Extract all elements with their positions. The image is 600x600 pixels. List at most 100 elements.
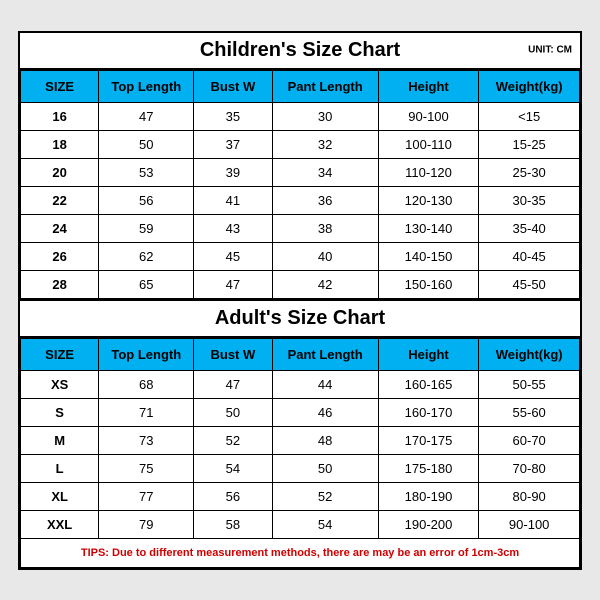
table-row: XL775652180-19080-90 [21,482,580,510]
adult-title: Adult's Size Chart [20,307,580,330]
column-header: Height [378,338,479,370]
size-cell: L [21,454,99,482]
value-cell: 35-40 [479,214,580,242]
size-cell: 28 [21,270,99,298]
value-cell: 15-25 [479,130,580,158]
value-cell: 48 [272,426,378,454]
value-cell: 54 [272,510,378,538]
size-cell: 20 [21,158,99,186]
value-cell: 70-80 [479,454,580,482]
column-header: Weight(kg) [479,70,580,102]
value-cell: 110-120 [378,158,479,186]
value-cell: 160-165 [378,370,479,398]
value-cell: 140-150 [378,242,479,270]
value-cell: 46 [272,398,378,426]
adult-table: SIZETop LengthBust WPant LengthHeightWei… [20,338,580,568]
value-cell: 40 [272,242,378,270]
table-row: 18503732100-11015-25 [21,130,580,158]
value-cell: 37 [194,130,272,158]
size-cell: 26 [21,242,99,270]
table-row: XS684744160-16550-55 [21,370,580,398]
table-row: XXL795854190-20090-100 [21,510,580,538]
size-cell: S [21,398,99,426]
value-cell: 30-35 [479,186,580,214]
column-header: Bust W [194,70,272,102]
adult-header-row: SIZETop LengthBust WPant LengthHeightWei… [21,338,580,370]
column-header: Top Length [99,338,194,370]
column-header: Bust W [194,338,272,370]
column-header: Height [378,70,479,102]
value-cell: 73 [99,426,194,454]
column-header: Top Length [99,70,194,102]
value-cell: 60-70 [479,426,580,454]
value-cell: 180-190 [378,482,479,510]
value-cell: 47 [99,102,194,130]
table-row: 20533934110-12025-30 [21,158,580,186]
value-cell: 59 [99,214,194,242]
table-row: M735248170-17560-70 [21,426,580,454]
value-cell: 52 [194,426,272,454]
table-row: 26624540140-15040-45 [21,242,580,270]
value-cell: 40-45 [479,242,580,270]
value-cell: 80-90 [479,482,580,510]
value-cell: 30 [272,102,378,130]
size-cell: 16 [21,102,99,130]
column-header: Weight(kg) [479,338,580,370]
value-cell: 35 [194,102,272,130]
value-cell: 90-100 [479,510,580,538]
value-cell: 56 [99,186,194,214]
value-cell: 39 [194,158,272,186]
column-header: SIZE [21,338,99,370]
value-cell: 47 [194,370,272,398]
value-cell: 34 [272,158,378,186]
size-cell: XXL [21,510,99,538]
value-cell: 190-200 [378,510,479,538]
value-cell: 54 [194,454,272,482]
value-cell: <15 [479,102,580,130]
children-title: Children's Size Chart [20,39,580,62]
value-cell: 62 [99,242,194,270]
table-row: 22564136120-13030-35 [21,186,580,214]
value-cell: 90-100 [378,102,479,130]
value-cell: 44 [272,370,378,398]
value-cell: 41 [194,186,272,214]
value-cell: 68 [99,370,194,398]
value-cell: 75 [99,454,194,482]
value-cell: 55-60 [479,398,580,426]
size-chart-container: Children's Size Chart UNIT: CM SIZETop L… [18,31,582,570]
value-cell: 42 [272,270,378,298]
children-header-row: SIZETop LengthBust WPant LengthHeightWei… [21,70,580,102]
value-cell: 71 [99,398,194,426]
value-cell: 79 [99,510,194,538]
tips-text: TIPS: Due to different measurement metho… [21,538,580,567]
tips-row: TIPS: Due to different measurement metho… [21,538,580,567]
value-cell: 52 [272,482,378,510]
value-cell: 65 [99,270,194,298]
table-row: S715046160-17055-60 [21,398,580,426]
value-cell: 32 [272,130,378,158]
size-cell: 18 [21,130,99,158]
size-cell: XS [21,370,99,398]
value-cell: 36 [272,186,378,214]
size-cell: XL [21,482,99,510]
value-cell: 47 [194,270,272,298]
value-cell: 50 [99,130,194,158]
value-cell: 43 [194,214,272,242]
size-cell: 24 [21,214,99,242]
table-row: 24594338130-14035-40 [21,214,580,242]
table-row: 28654742150-16045-50 [21,270,580,298]
value-cell: 160-170 [378,398,479,426]
size-cell: M [21,426,99,454]
value-cell: 50 [194,398,272,426]
value-cell: 175-180 [378,454,479,482]
value-cell: 50-55 [479,370,580,398]
value-cell: 170-175 [378,426,479,454]
value-cell: 56 [194,482,272,510]
value-cell: 53 [99,158,194,186]
value-cell: 100-110 [378,130,479,158]
value-cell: 58 [194,510,272,538]
column-header: SIZE [21,70,99,102]
value-cell: 150-160 [378,270,479,298]
children-table: SIZETop LengthBust WPant LengthHeightWei… [20,70,580,299]
unit-label: UNIT: CM [528,45,572,56]
